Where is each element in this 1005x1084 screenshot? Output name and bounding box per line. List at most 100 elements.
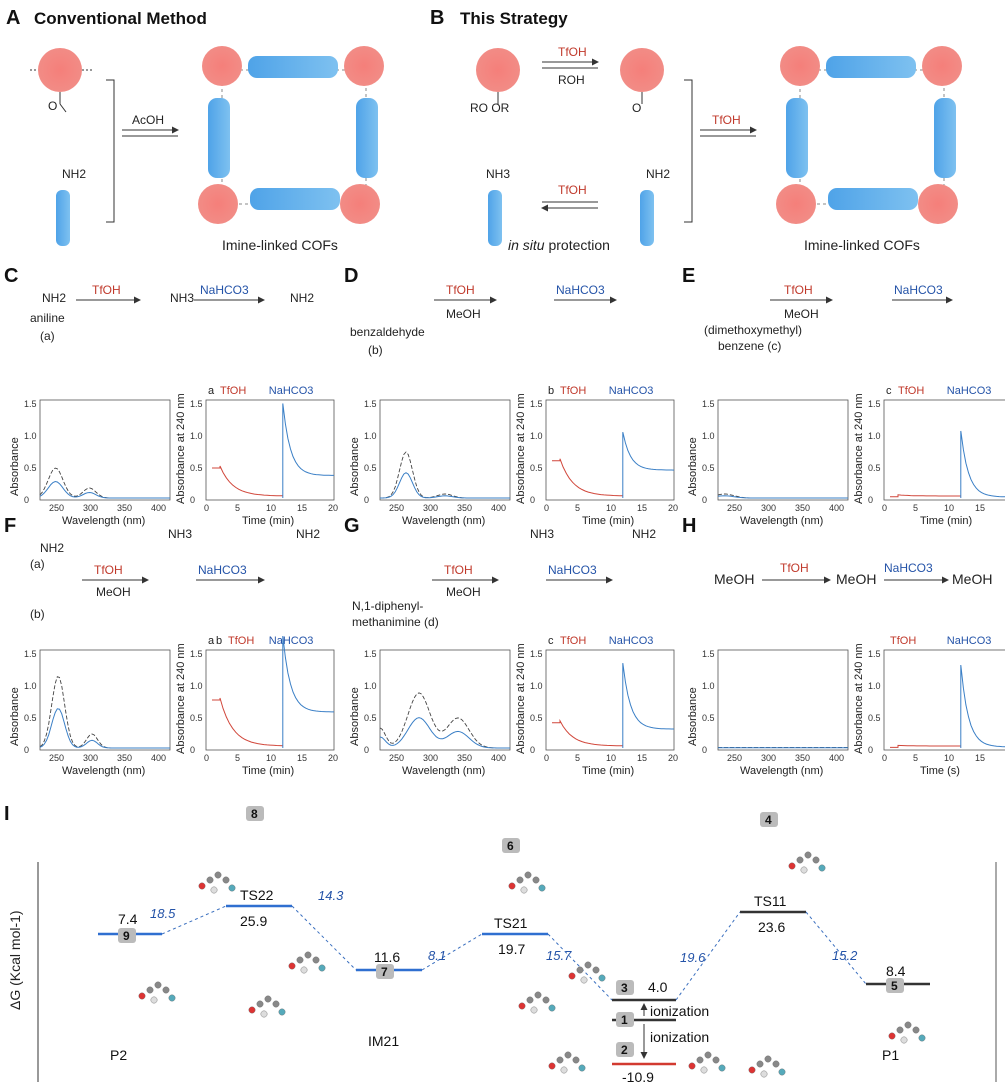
tick-label: 0: [24, 495, 29, 505]
tick-label: 1.5: [24, 649, 37, 659]
compound-tag: (a): [30, 557, 45, 571]
event-marker: NaHCO3: [947, 385, 992, 397]
panel-h: H MeOH TfOH MeOH NaHCO3 MeOH: [682, 515, 992, 587]
tick-label: 0: [530, 495, 535, 505]
tick-label: 0: [868, 495, 873, 505]
barrier-value: 15.7: [546, 948, 572, 963]
state-label: P1: [882, 1047, 899, 1063]
spectrum-plot: Absorbance Wavelength (nm) 250 300 350 400 0 0.…: [349, 399, 511, 527]
x-axis-label: Wavelength (nm): [402, 765, 485, 777]
caption: Imine-linked COFs: [804, 237, 920, 253]
tick-label: 15: [637, 503, 647, 513]
state-badge: [616, 1012, 634, 1027]
kinetic-trace: [552, 718, 623, 747]
compound-name-2: benzene (c): [718, 339, 781, 353]
x-axis-label: Time (min): [242, 765, 294, 777]
x-axis-label: Time (s): [920, 765, 960, 777]
panel-e: E (dimethoxymethyl) benzene (c) TfOH MeO…: [682, 265, 953, 353]
panel-letter: E: [682, 265, 695, 287]
reagent-label: TfOH: [712, 113, 741, 127]
tick-label: 1.5: [702, 399, 715, 409]
tick-label: 1.5: [190, 399, 203, 409]
reagent-label: NaHCO3: [548, 563, 597, 577]
tick-label: 1.5: [24, 399, 37, 409]
state-badge: [886, 978, 904, 993]
species-label: MeOH: [714, 571, 754, 587]
state-label: P2: [110, 1047, 127, 1063]
panel-a: A Conventional Method O NH2 AcOH Imine-l…: [6, 7, 384, 253]
tick-label: 250: [727, 753, 742, 763]
spectrum-curve: [379, 717, 510, 749]
acetal-label: RO OR: [470, 101, 510, 115]
species-label: MeOH: [836, 571, 876, 587]
tick-label: 0.5: [530, 713, 543, 723]
y-axis-label: Absorbance: [687, 437, 699, 496]
compound-tag: (b): [30, 607, 45, 621]
panel-b: B This Strategy RO OR TfOH ROH O NH3 TfO…: [430, 7, 962, 253]
tick-label: 400: [829, 753, 844, 763]
svg-text:O: O: [48, 99, 57, 113]
ionization-label: ionization: [650, 1029, 709, 1045]
compound-tag: (b): [368, 343, 383, 357]
state-badge-number: 2: [621, 1043, 628, 1057]
spectrum-curve: [379, 692, 510, 749]
tick-label: 250: [389, 503, 404, 513]
species-label: NH2: [42, 291, 66, 305]
tick-label: 400: [491, 753, 506, 763]
species-label: NH2: [296, 527, 320, 541]
tick-label: 400: [151, 503, 166, 513]
x-axis-label: Wavelength (nm): [740, 515, 823, 527]
event-marker: NaHCO3: [609, 385, 654, 397]
state-badge: [118, 928, 136, 943]
cof-square: [198, 46, 384, 224]
tick-label: 400: [151, 753, 166, 763]
reagent-label: TfOH: [444, 563, 473, 577]
panel-letter: B: [430, 7, 444, 29]
state-badge: [616, 1042, 634, 1057]
molecule-model: [788, 851, 826, 874]
y-axis-label: Absorbance at 240 nm: [515, 393, 527, 504]
energy-value: 19.7: [498, 941, 525, 957]
tick-label: 300: [761, 503, 776, 513]
panel-title: Conventional Method: [34, 9, 207, 28]
tick-label: 300: [83, 753, 98, 763]
event-marker: TfOH: [898, 385, 924, 397]
tick-label: 10: [606, 503, 616, 513]
solvent-label: MeOH: [96, 585, 131, 599]
kinetic-trace: [622, 431, 675, 498]
cof-square: [776, 46, 962, 224]
reagent-label: TfOH: [446, 283, 475, 297]
reagent-label: NaHCO3: [884, 561, 933, 575]
tick-label: 1.5: [868, 399, 881, 409]
molecule-model: [568, 961, 606, 984]
spectrum-curve: [39, 676, 170, 749]
panel-f: F NH2 (a) (b) TfOH MeOH NH3 NaHCO3 NH2: [4, 515, 320, 621]
energy-value: 8.4: [886, 963, 906, 979]
tick-label: 1.5: [868, 649, 881, 659]
panel-letter: F: [4, 515, 16, 537]
tick-label: 1.0: [868, 431, 881, 441]
energy-value: -10.9: [622, 1069, 654, 1084]
panel-c: C NH2 aniline (a) TfOH NH3 NaHCO3 NH2: [4, 265, 314, 343]
spectrum-plot: Absorbance Wavelength (nm) 250 300 350 400 0 0.…: [349, 649, 511, 777]
solvent-label: MeOH: [784, 307, 819, 321]
tick-label: 1.0: [24, 431, 37, 441]
tick-label: 0: [702, 495, 707, 505]
tick-label: 15: [975, 503, 985, 513]
tick-label: 1.5: [530, 649, 543, 659]
tick-label: 5: [575, 753, 580, 763]
tick-label: 1.0: [364, 681, 377, 691]
energy-diagram: 7.4P2925.9TS22811.6IM21719.7TS2164.031-1…: [98, 806, 930, 1084]
tick-label: 1.5: [190, 649, 203, 659]
reagent-label: NaHCO3: [556, 283, 605, 297]
y-axis-label: Absorbance at 240 nm: [853, 393, 865, 504]
energy-value: 11.6: [374, 949, 400, 965]
acid-label: AcOH: [132, 113, 164, 127]
energy-state: 1: [612, 1012, 676, 1027]
energy-state: 25.9 TS22 8: [226, 806, 292, 929]
tick-label: 350: [457, 503, 472, 513]
kinetic-trace: [960, 430, 1005, 498]
x-axis-label: Wavelength (nm): [62, 765, 145, 777]
